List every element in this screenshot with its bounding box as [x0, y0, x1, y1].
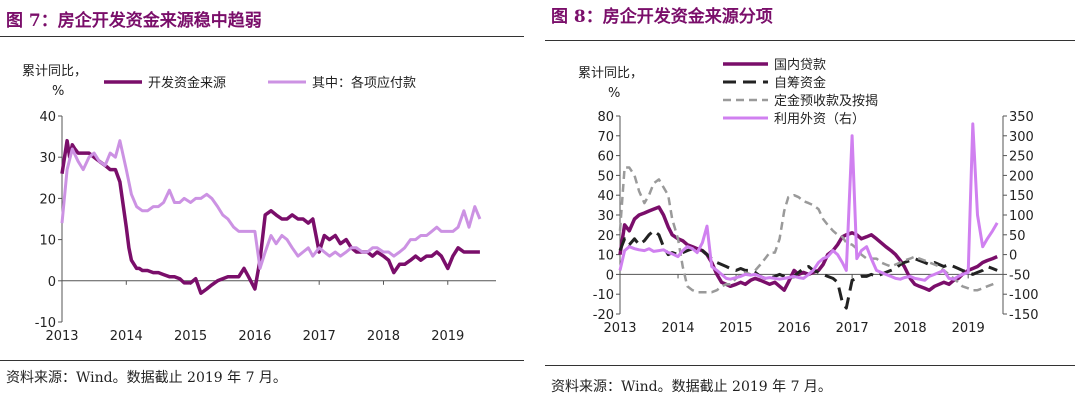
- top-divider: [0, 36, 524, 37]
- legend-label: 定金预收款及按揭: [774, 93, 878, 109]
- x-tick-label: 2016: [238, 329, 271, 344]
- y-tick-label: 70: [597, 130, 614, 145]
- x-tick-label: 2016: [778, 321, 811, 336]
- figure-7-title: 图 7：房企开发资金来源稳中趋弱: [6, 11, 262, 31]
- y2-tick-label: 100: [1009, 209, 1034, 224]
- bottom-divider: [545, 365, 1075, 366]
- legend-label: 其中：各项应付款: [312, 75, 416, 91]
- y-tick-label: 50: [597, 169, 614, 184]
- y2-tick-label: 50: [1009, 229, 1026, 244]
- y-axis-label: 累计同比，: [22, 64, 87, 79]
- y2-tick-label: -50: [1009, 268, 1030, 283]
- y-tick-label: 40: [39, 110, 56, 125]
- y-tick-label: 10: [597, 249, 614, 264]
- series-line: [618, 205, 998, 292]
- x-tick-label: 2014: [661, 321, 694, 336]
- source-note: 资料来源：Wind。数据截止 2019 年 7 月。: [551, 379, 832, 395]
- y2-tick-label: -100: [1009, 288, 1039, 303]
- bottom-divider: [0, 360, 524, 361]
- y-axis-unit: %: [608, 86, 620, 101]
- y2-tick-label: 150: [1009, 189, 1034, 204]
- legend-label: 自筹资金: [774, 75, 826, 91]
- y-tick-label: 20: [597, 229, 614, 244]
- y-axis-label: 累计同比，: [578, 66, 643, 81]
- source-note: 资料来源：Wind。数据截止 2019 年 7 月。: [6, 370, 287, 386]
- y-tick-label: 0: [48, 275, 56, 290]
- legend-label: 利用外资（右）: [774, 112, 865, 127]
- x-tick-label: 2015: [174, 329, 207, 344]
- y-tick-label: 0: [606, 268, 614, 283]
- right-panel: 图 8：房企开发资金来源分项 累计同比，% -20 -10 0 10 20 30 40 50 60…: [545, 0, 1080, 403]
- y-tick-label: 30: [597, 209, 614, 224]
- y-tick-label: 80: [597, 110, 614, 125]
- x-tick-label: 2019: [952, 321, 985, 336]
- x-tick-label: 2015: [720, 321, 753, 336]
- x-tick-label: 2018: [894, 321, 927, 336]
- y-tick-label: 30: [39, 151, 56, 166]
- chart-left: 累计同比，% -10 0 10 20 30 40 2013 2014 2015 2016 2017 20…: [22, 64, 496, 344]
- x-tick-label: 2018: [367, 329, 400, 344]
- series-line: [618, 229, 998, 310]
- y-tick-label: -10: [593, 288, 614, 303]
- series-line: [618, 166, 998, 294]
- legend-label: 开发资金来源: [148, 75, 226, 91]
- series-line: [618, 122, 999, 282]
- y2-tick-label: 350: [1009, 110, 1034, 125]
- y-tick-label: -10: [35, 316, 56, 331]
- y-tick-label: 60: [597, 150, 614, 165]
- y-tick-label: 10: [39, 234, 56, 249]
- x-tick-label: 2017: [836, 321, 869, 336]
- chart-right: 累计同比，%-20-1001020304050607080-150-100-50…: [578, 57, 1039, 336]
- x-tick-label: 2017: [303, 329, 336, 344]
- y2-tick-label: 250: [1009, 150, 1034, 165]
- y-axis-unit: %: [52, 84, 64, 99]
- y2-tick-label: 0: [1009, 249, 1017, 264]
- figure-8-title: 图 8：房企开发资金来源分项: [551, 7, 773, 27]
- top-divider: [545, 40, 1075, 41]
- left-panel: 图 7：房企开发资金来源稳中趋弱 累计同比，% -10 0 10 20 30 40 2013 2…: [0, 0, 530, 403]
- y-tick-label: -20: [593, 308, 614, 323]
- y2-tick-label: 300: [1009, 130, 1034, 145]
- series-line: [60, 138, 480, 295]
- y2-tick-label: 200: [1009, 169, 1034, 184]
- series-line: [60, 139, 482, 270]
- x-tick-label: 2013: [45, 329, 78, 344]
- y-tick-label: 40: [597, 189, 614, 204]
- y-tick-label: 20: [39, 192, 56, 207]
- x-tick-label: 2019: [431, 329, 464, 344]
- x-tick-label: 2014: [110, 329, 143, 344]
- y2-tick-label: -150: [1009, 308, 1039, 323]
- x-tick-label: 2013: [603, 321, 636, 336]
- legend-label: 国内贷款: [774, 57, 826, 73]
